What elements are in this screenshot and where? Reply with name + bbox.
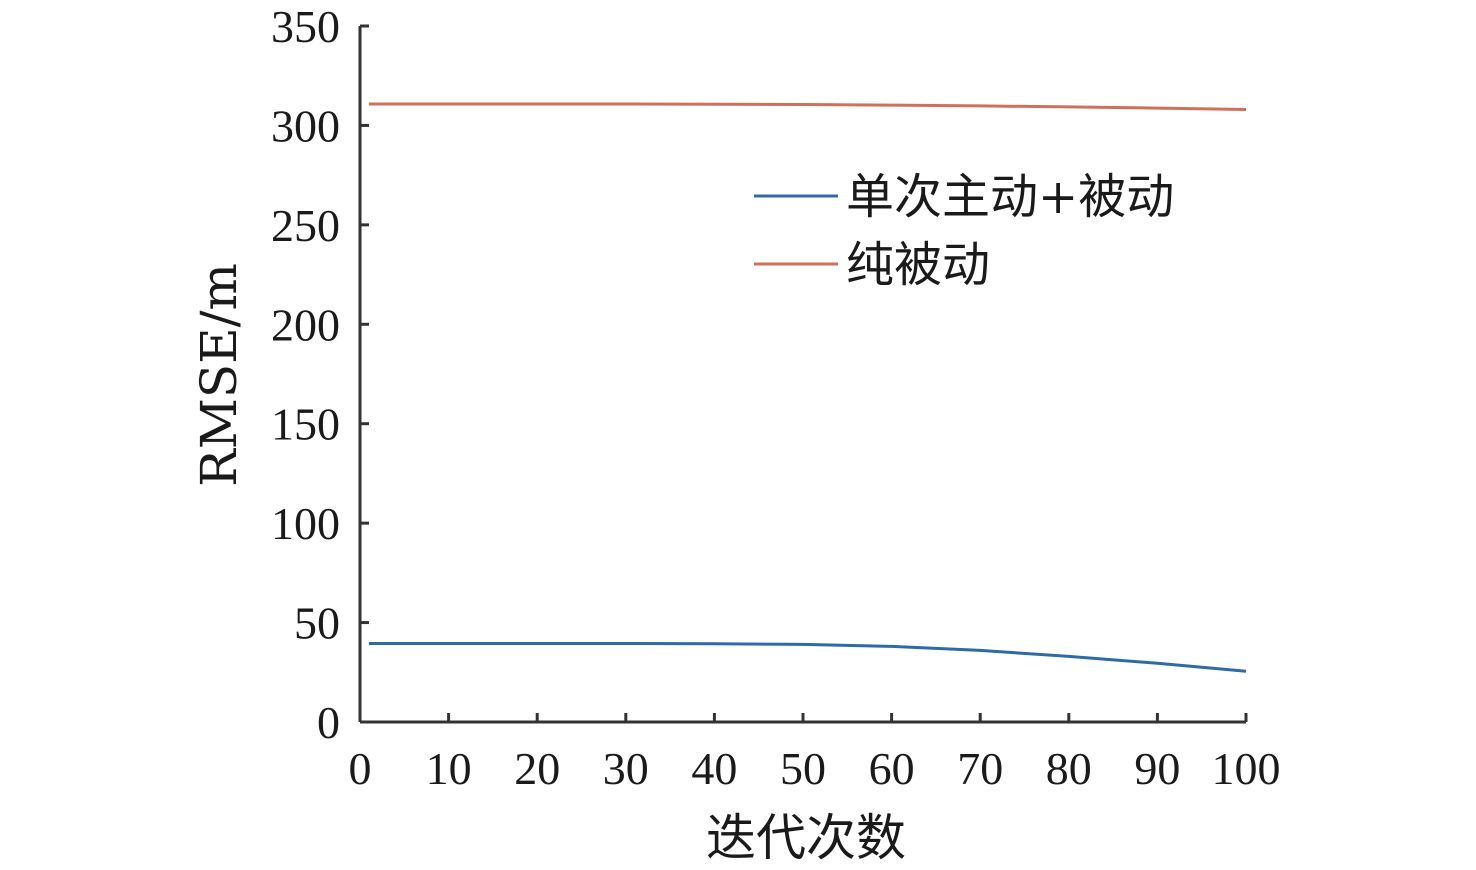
x-tick-label: 70 <box>957 743 1003 794</box>
x-tick-label: 30 <box>603 743 649 794</box>
y-axis-title: RMSE/m <box>190 263 248 487</box>
x-tick-label: 10 <box>426 743 472 794</box>
legend-label-0: 单次主动+被动 <box>846 169 1174 225</box>
series-line-1 <box>368 102 1247 111</box>
x-tick-label: 0 <box>349 743 372 794</box>
series-line-0 <box>368 642 1247 673</box>
y-tick-label: 0 <box>317 697 340 748</box>
y-tick-label: 50 <box>294 598 340 649</box>
x-tick-label: 50 <box>780 743 826 794</box>
x-tick-label: 40 <box>691 743 737 794</box>
series-layer <box>368 102 1247 673</box>
y-tick-label: 150 <box>271 399 340 450</box>
y-tick-label: 350 <box>271 1 340 52</box>
x-tick-label: 100 <box>1212 743 1281 794</box>
y-tick-label: 250 <box>271 200 340 251</box>
y-tick-label: 200 <box>271 299 340 350</box>
x-tick-label: 80 <box>1046 743 1092 794</box>
x-tick-label: 60 <box>869 743 915 794</box>
y-tick-label: 300 <box>271 100 340 151</box>
axes: 0 50 100 150 200 250 300 350 0 10 20 30 40 50 60 70 80 90… <box>271 1 1281 794</box>
y-tick-label: 100 <box>271 498 340 549</box>
legend-label-1: 纯被动 <box>846 237 990 293</box>
x-tick-label: 20 <box>514 743 560 794</box>
x-axis-title: 迭代次数 <box>706 809 906 867</box>
x-tick-label: 90 <box>1134 743 1180 794</box>
